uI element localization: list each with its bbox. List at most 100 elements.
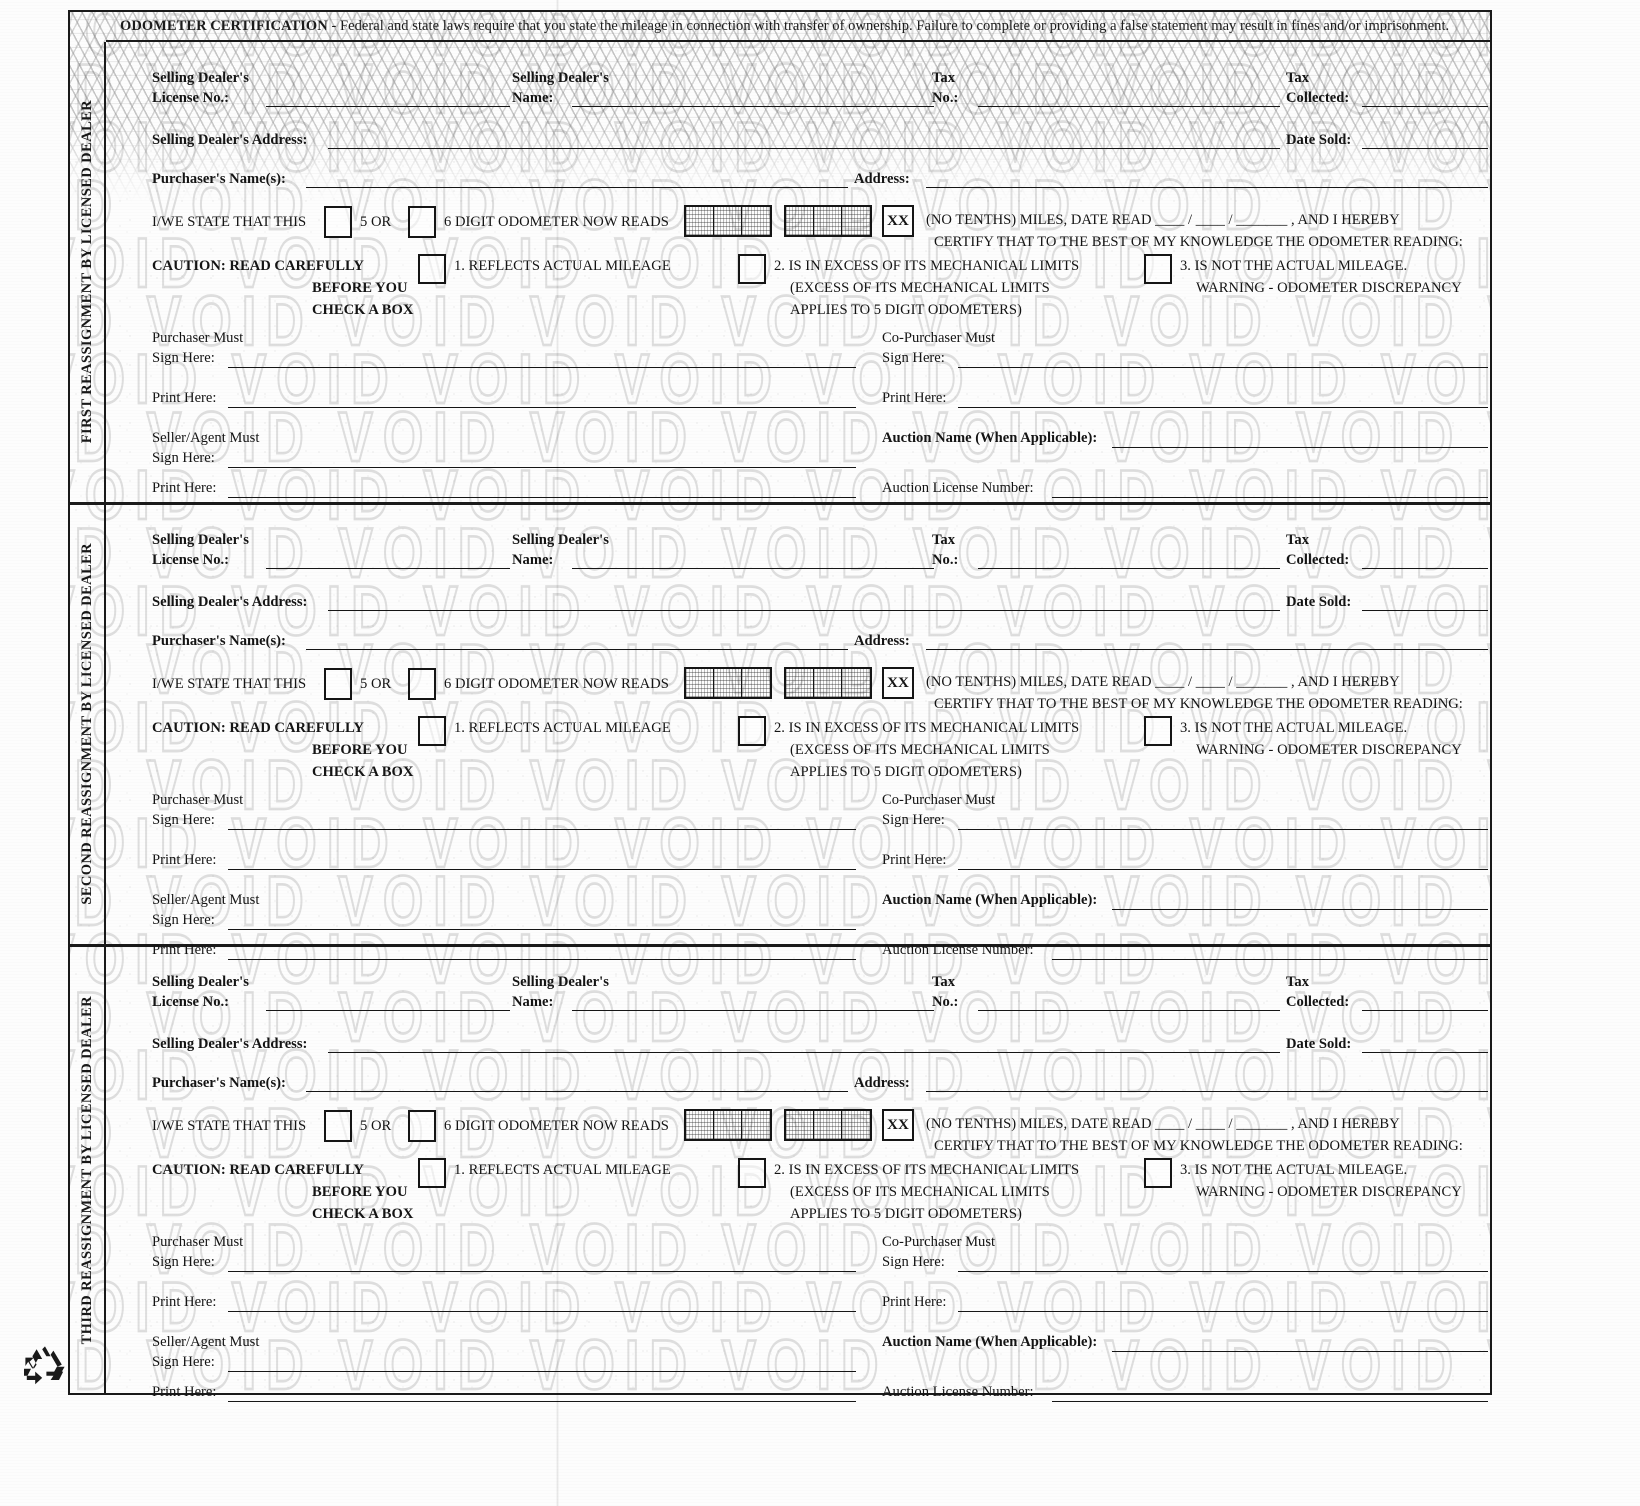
input-date-sold[interactable] <box>1362 1052 1488 1053</box>
odometer-digit-cell[interactable] <box>786 669 814 697</box>
odometer-digit-cell[interactable] <box>686 1111 714 1139</box>
odometer-digit-cell[interactable] <box>686 207 714 235</box>
odometer-digit-cell[interactable] <box>714 1111 742 1139</box>
odometer-digit-cell[interactable] <box>814 669 842 697</box>
input-selling-dealer-license-no[interactable] <box>266 106 510 107</box>
input-co-purchaser-signature[interactable] <box>958 367 1488 368</box>
input-purchaser-print[interactable] <box>228 407 856 408</box>
odometer-digit-cell[interactable] <box>742 1111 770 1139</box>
label-auction-name: Auction Name (When Applicable): <box>882 892 1098 908</box>
odometer-digit-cell[interactable] <box>786 1111 814 1139</box>
input-selling-dealer-name[interactable] <box>572 568 934 569</box>
odometer-digit-cell[interactable] <box>714 669 742 697</box>
input-seller-signature[interactable] <box>228 1371 856 1372</box>
input-purchaser-print[interactable] <box>228 1311 856 1312</box>
checkbox-option-1[interactable] <box>418 716 446 746</box>
input-auction-license-number[interactable] <box>1052 1401 1488 1402</box>
checkbox-five-digit[interactable] <box>324 206 352 238</box>
input-auction-name[interactable] <box>1112 909 1488 910</box>
input-tax-no[interactable] <box>978 568 1280 569</box>
checkbox-six-digit[interactable] <box>408 668 436 700</box>
input-purchaser-signature[interactable] <box>228 829 856 830</box>
input-tax-collected[interactable] <box>1362 1010 1488 1011</box>
odometer-digits-group-1[interactable] <box>684 205 772 237</box>
input-purchaser-print[interactable] <box>228 869 856 870</box>
odometer-digit-cell[interactable] <box>742 669 770 697</box>
void-watermark-row: VOID VOID VOID VOID VOID VOID VOID VOID … <box>70 456 1490 537</box>
input-seller-print[interactable] <box>228 497 856 498</box>
input-selling-dealer-address[interactable] <box>328 610 1280 611</box>
reassignment-section-3: Selling Dealer's License No.: Selling Deal… <box>106 946 1490 1402</box>
input-co-purchaser-print[interactable] <box>958 869 1488 870</box>
spine-third-reassignment: THIRD REASSIGNMENT BY LICENSED DEALER <box>70 946 106 1395</box>
label-option-3-line2: WARNING - ODOMETER DISCREPANCY <box>1196 1184 1462 1200</box>
checkbox-five-digit[interactable] <box>324 1110 352 1142</box>
void-watermark-row: VOID VOID VOID VOID VOID VOID VOID VOID … <box>70 1267 1490 1348</box>
input-tax-collected[interactable] <box>1362 106 1488 107</box>
input-selling-dealer-name[interactable] <box>572 106 934 107</box>
odometer-digit-cell[interactable] <box>842 207 870 235</box>
odometer-digits-group-2[interactable] <box>784 205 872 237</box>
input-co-purchaser-print[interactable] <box>958 407 1488 408</box>
input-co-purchaser-signature[interactable] <box>958 1271 1488 1272</box>
input-address[interactable] <box>926 1091 1488 1092</box>
label-six-digit-reads: 6 DIGIT ODOMETER NOW READS <box>444 676 669 692</box>
label-option-2-line1: 2. IS IN EXCESS OF ITS MECHANICAL LIMITS <box>774 720 1080 736</box>
odometer-digit-cell[interactable] <box>814 1111 842 1139</box>
void-watermark-row: VOID VOID VOID VOID VOID VOID VOID VOID … <box>70 803 1490 884</box>
input-selling-dealer-address[interactable] <box>328 148 1280 149</box>
input-selling-dealer-license-no[interactable] <box>266 568 510 569</box>
input-purchaser-names[interactable] <box>306 187 848 188</box>
input-co-purchaser-print[interactable] <box>958 1311 1488 1312</box>
void-watermark-row: VOID VOID VOID VOID VOID VOID VOID VOID … <box>70 49 1490 131</box>
checkbox-option-2[interactable] <box>738 716 766 746</box>
input-date-sold[interactable] <box>1362 148 1488 149</box>
input-selling-dealer-license-no[interactable] <box>266 1010 510 1011</box>
input-date-sold[interactable] <box>1362 610 1488 611</box>
input-address[interactable] <box>926 649 1488 650</box>
odometer-digit-cell[interactable] <box>742 207 770 235</box>
checkbox-six-digit[interactable] <box>408 1110 436 1142</box>
checkbox-option-1[interactable] <box>418 1158 446 1188</box>
checkbox-six-digit[interactable] <box>408 206 436 238</box>
input-purchaser-signature[interactable] <box>228 367 856 368</box>
checkbox-option-3[interactable] <box>1144 254 1172 284</box>
input-tax-no[interactable] <box>978 106 1280 107</box>
input-auction-name[interactable] <box>1112 447 1488 448</box>
input-seller-print[interactable] <box>228 1401 856 1402</box>
odometer-digit-cell[interactable] <box>714 207 742 235</box>
odometer-digits-group-1[interactable] <box>684 667 772 699</box>
input-auction-license-number[interactable] <box>1052 959 1488 960</box>
input-purchaser-signature[interactable] <box>228 1271 856 1272</box>
input-tax-no[interactable] <box>978 1010 1280 1011</box>
input-auction-license-number[interactable] <box>1052 497 1488 498</box>
checkbox-option-3[interactable] <box>1144 1158 1172 1188</box>
odometer-tenths-xx-box: XX <box>882 1109 914 1141</box>
checkbox-option-2[interactable] <box>738 1158 766 1188</box>
input-seller-signature[interactable] <box>228 929 856 930</box>
checkbox-option-2[interactable] <box>738 254 766 284</box>
label-seller-sign-here: Sign Here: <box>152 912 215 928</box>
odometer-digit-cell[interactable] <box>686 669 714 697</box>
odometer-digit-cell[interactable] <box>814 207 842 235</box>
odometer-digits-group-1[interactable] <box>684 1109 772 1141</box>
input-co-purchaser-signature[interactable] <box>958 829 1488 830</box>
odometer-digit-cell[interactable] <box>842 669 870 697</box>
input-purchaser-names[interactable] <box>306 649 848 650</box>
input-selling-dealer-address[interactable] <box>328 1052 1280 1053</box>
odometer-digit-cell[interactable] <box>842 1111 870 1139</box>
odometer-digits-group-2[interactable] <box>784 667 872 699</box>
checkbox-option-3[interactable] <box>1144 716 1172 746</box>
input-tax-collected[interactable] <box>1362 568 1488 569</box>
input-auction-name[interactable] <box>1112 1351 1488 1352</box>
odometer-certification-header: ODOMETER CERTIFICATION - Federal and sta… <box>106 12 1490 42</box>
odometer-digits-group-2[interactable] <box>784 1109 872 1141</box>
checkbox-five-digit[interactable] <box>324 668 352 700</box>
odometer-digit-cell[interactable] <box>786 207 814 235</box>
checkbox-option-1[interactable] <box>418 254 446 284</box>
input-seller-signature[interactable] <box>228 467 856 468</box>
input-purchaser-names[interactable] <box>306 1091 848 1092</box>
input-selling-dealer-name[interactable] <box>572 1010 934 1011</box>
input-seller-print[interactable] <box>228 959 856 960</box>
input-address[interactable] <box>926 187 1488 188</box>
